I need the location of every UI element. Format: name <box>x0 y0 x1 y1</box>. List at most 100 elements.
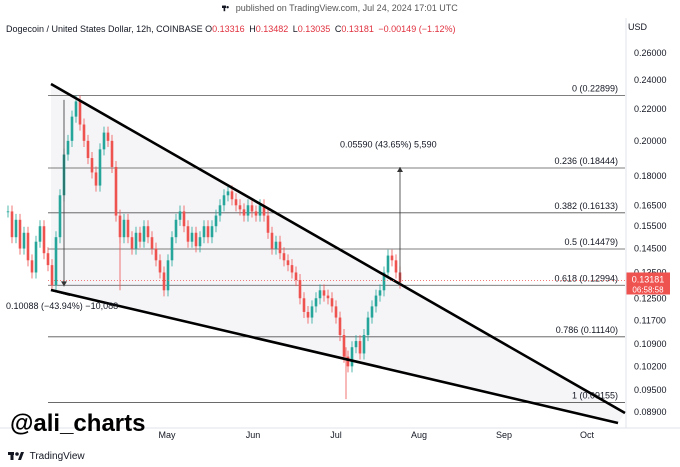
candle-body <box>6 211 10 213</box>
candle-body <box>270 232 274 249</box>
candle-body <box>394 260 398 273</box>
y-axis-label: 0.15500 <box>634 221 667 231</box>
candle-body <box>106 132 110 141</box>
wedge-upper-line <box>50 82 626 415</box>
wedge-lower-line <box>50 288 619 425</box>
x-axis-label: Jun <box>246 430 261 440</box>
candle-body <box>218 205 222 216</box>
y-axis-label: 0.26000 <box>634 48 667 58</box>
candle-body <box>342 335 346 357</box>
tradingview-logo-icon <box>8 452 24 460</box>
candle-body <box>74 101 78 117</box>
candle-body <box>186 226 190 242</box>
candle-body <box>294 272 298 281</box>
candle-body <box>138 232 142 242</box>
candle-body <box>94 172 98 186</box>
currency-label[interactable]: USD <box>628 22 648 32</box>
candle-body <box>78 101 82 125</box>
y-axis-label: 0.08900 <box>634 407 667 417</box>
candle-body <box>118 215 122 238</box>
open-value: 0.13316 <box>212 24 245 34</box>
candle-body <box>110 140 114 167</box>
fib-label: 0.5 (0.14479) <box>564 237 618 247</box>
y-axis-label: 0.13500 <box>634 267 667 277</box>
candle-body <box>222 195 226 206</box>
x-axis-label: Aug <box>411 430 427 440</box>
candle-body <box>366 317 370 336</box>
footer-brand: TradingView <box>29 451 85 462</box>
candle-body <box>90 158 94 173</box>
candle-body <box>146 226 150 238</box>
fib-label: 0 (0.22899) <box>572 84 618 94</box>
candle-body <box>298 280 302 299</box>
target-annotation: 0.05590 (43.65%) 5,590 <box>340 140 437 150</box>
candle-body <box>66 140 70 155</box>
candle-body <box>250 205 254 212</box>
fib-label: 0.236 (0.18444) <box>554 156 618 166</box>
candle-body <box>14 219 18 238</box>
symbol-name[interactable]: Dogecoin / United States Dollar, 12h, CO… <box>6 24 203 34</box>
x-axis-label: Oct <box>580 430 595 440</box>
candle-body <box>34 241 38 273</box>
x-axis-label: Sep <box>496 430 512 440</box>
candle-body <box>206 226 210 238</box>
candle-body <box>142 226 146 242</box>
candle-body <box>274 241 278 249</box>
candle-body <box>86 140 90 159</box>
candle-body <box>154 248 158 261</box>
candle-body <box>246 205 250 216</box>
low-value: 0.13035 <box>297 24 331 34</box>
fib-label: 0.382 (0.16133) <box>554 201 618 211</box>
candle-body <box>278 241 282 254</box>
candle-body <box>306 311 310 318</box>
candle-body <box>234 199 238 206</box>
candle-body <box>158 260 162 273</box>
candle-body <box>150 237 154 249</box>
x-axis-label: May <box>158 430 176 440</box>
y-axis-label: 0.16500 <box>634 200 667 210</box>
candle-body <box>302 298 306 312</box>
candle-body <box>42 226 46 254</box>
candle-body <box>258 205 262 216</box>
candle-body <box>134 232 138 249</box>
candle-body <box>230 191 234 200</box>
price-tag <box>626 272 670 295</box>
candle-body <box>210 226 214 238</box>
candle-body <box>30 260 34 273</box>
candle-body <box>82 124 86 141</box>
tradingview-small-icon <box>222 5 230 12</box>
candle-body <box>26 232 30 261</box>
candles-group <box>6 95 402 400</box>
candle-body <box>310 306 314 318</box>
candle-body <box>190 232 194 242</box>
y-axis-label: 0.18000 <box>634 171 667 181</box>
candle-body <box>98 149 102 186</box>
watermark: @ali_charts <box>10 410 146 437</box>
wedge-bracket <box>50 289 71 296</box>
y-axis-label: 0.14500 <box>634 244 667 254</box>
fib-label: 0.786 (0.11140) <box>556 325 618 335</box>
candle-body <box>262 205 266 216</box>
candle-body <box>114 166 118 216</box>
candle-body <box>374 295 378 307</box>
y-axis-label: 0.24000 <box>634 75 667 85</box>
candle-body <box>50 265 54 286</box>
change-value: −0.00149 (−1.12%) <box>378 24 456 34</box>
price-tag-countdown: 06:58:58 <box>632 285 664 294</box>
candle-body <box>378 290 382 296</box>
published-bar: published on TradingView.com, Jul 24, 20… <box>0 0 680 16</box>
low-label: L <box>292 24 298 34</box>
y-axis-label: 0.20000 <box>634 136 667 146</box>
candle-body <box>386 255 390 273</box>
candle-body <box>202 226 206 238</box>
candle-body <box>346 356 350 367</box>
open-label: O <box>205 24 213 34</box>
candle-body <box>326 295 330 299</box>
candle-body <box>170 237 174 261</box>
target-arrow-head <box>397 166 403 172</box>
candle-body <box>194 232 198 247</box>
candle-body <box>70 116 74 141</box>
candle-body <box>290 265 294 273</box>
candle-body <box>102 132 106 150</box>
